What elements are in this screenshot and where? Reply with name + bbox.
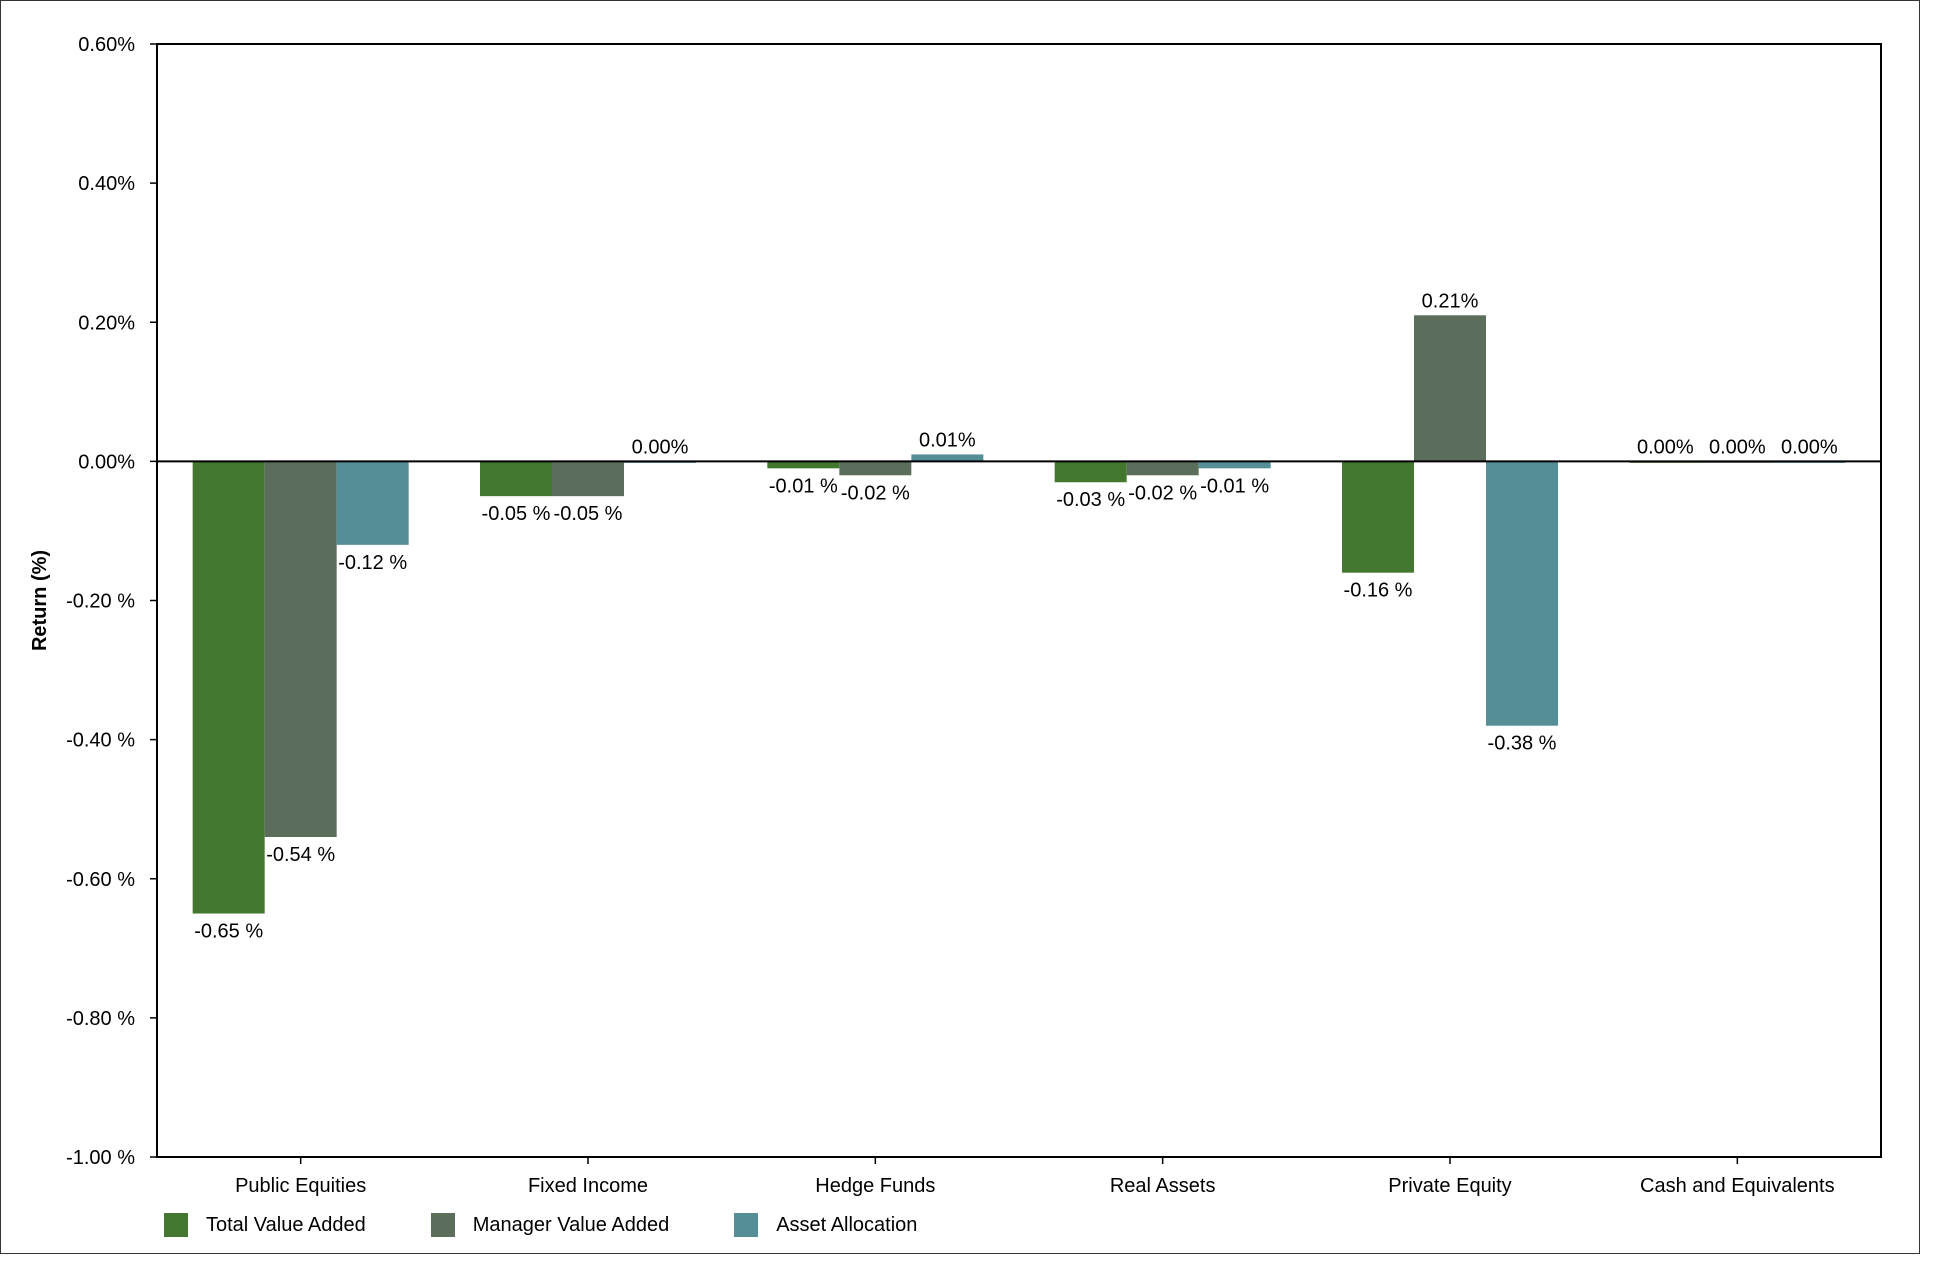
x-tick-label: Real Assets	[1110, 1175, 1216, 1197]
legend-item: Asset Allocation	[734, 1213, 917, 1237]
bar	[552, 461, 624, 497]
data-label: 0.00%	[632, 436, 689, 458]
bar	[1342, 461, 1414, 573]
y-tick-label: -0.20 %	[66, 591, 135, 613]
data-label: -0.65 %	[194, 921, 263, 943]
legend-label: Total Value Added	[206, 1213, 366, 1236]
y-tick-label: -0.40 %	[66, 730, 135, 752]
bar	[1126, 461, 1199, 476]
data-label: -0.05 %	[554, 503, 623, 525]
bar	[1486, 461, 1558, 726]
bar	[1414, 315, 1486, 462]
y-tick-label: 0.00%	[78, 451, 135, 473]
bar	[1198, 461, 1271, 469]
x-tick-label: Hedge Funds	[815, 1175, 935, 1197]
data-label: 0.00%	[1781, 436, 1838, 458]
y-axis-label: Return (%)	[29, 550, 51, 651]
bar	[1054, 461, 1127, 483]
bar	[480, 461, 552, 497]
plot-border	[156, 43, 1882, 1158]
legend-item: Manager Value Added	[430, 1213, 670, 1237]
bar	[839, 461, 912, 476]
y-tick-label: 0.60%	[78, 34, 135, 56]
legend-item: Total Value Added	[164, 1213, 366, 1237]
data-label: -0.54 %	[266, 844, 335, 866]
legend-label: Asset Allocation	[776, 1213, 918, 1236]
chart-legend: Total Value Added Manager Value Added Asse…	[164, 1213, 982, 1237]
y-tick-label: -0.80 %	[66, 1008, 135, 1030]
legend-swatch	[164, 1213, 188, 1237]
data-label: -0.38 %	[1488, 733, 1557, 755]
data-label: -0.05 %	[482, 503, 551, 525]
data-label: -0.16 %	[1344, 580, 1413, 602]
x-tick-label: Private Equity	[1388, 1175, 1511, 1197]
bar	[767, 461, 840, 469]
data-label: 0.00%	[1709, 436, 1766, 458]
x-tick-label: Cash and Equivalents	[1640, 1175, 1835, 1197]
y-tick-label: -1.00 %	[66, 1147, 135, 1169]
data-label: 0.21%	[1422, 290, 1479, 312]
bar	[336, 461, 409, 545]
y-tick-label: -0.60 %	[66, 869, 135, 891]
legend-label: Manager Value Added	[472, 1213, 670, 1236]
data-label: 0.01%	[919, 429, 976, 451]
data-label: -0.02 %	[1128, 482, 1197, 504]
data-label: -0.01 %	[769, 475, 838, 497]
bar	[911, 454, 984, 462]
data-label: 0.00%	[1637, 436, 1694, 458]
y-tick-label: 0.20%	[78, 312, 135, 334]
data-label: -0.03 %	[1056, 489, 1125, 511]
legend-swatch	[430, 1213, 455, 1237]
data-label: -0.12 %	[338, 552, 407, 574]
legend-swatch	[734, 1213, 759, 1237]
data-label: -0.02 %	[841, 482, 910, 504]
x-tick-label: Fixed Income	[528, 1175, 648, 1197]
data-label: -0.01 %	[1200, 475, 1269, 497]
bar	[264, 461, 337, 838]
bar	[192, 461, 265, 914]
x-tick-label: Public Equities	[235, 1175, 366, 1197]
y-tick-label: 0.40%	[78, 173, 135, 195]
